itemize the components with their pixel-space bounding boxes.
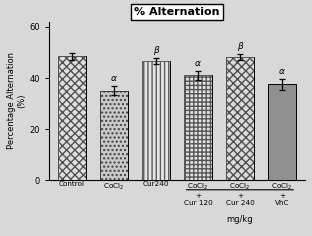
Bar — [58, 56, 86, 180]
Bar — [100, 91, 128, 180]
Text: α: α — [279, 67, 285, 76]
Title: % Alternation: % Alternation — [134, 7, 220, 17]
Bar — [268, 84, 296, 180]
Y-axis label: Percentage Alternation
(%): Percentage Alternation (%) — [7, 52, 26, 149]
Bar — [226, 57, 254, 180]
Text: β: β — [237, 42, 243, 51]
Bar — [226, 57, 254, 180]
Bar — [100, 91, 128, 180]
Text: mg/kg: mg/kg — [227, 215, 253, 224]
Bar — [184, 76, 212, 180]
Text: α: α — [195, 59, 201, 68]
Text: α: α — [111, 74, 117, 83]
Bar — [184, 76, 212, 180]
Bar — [142, 61, 170, 180]
Text: β: β — [153, 46, 159, 55]
Bar — [58, 56, 86, 180]
Bar — [142, 61, 170, 180]
